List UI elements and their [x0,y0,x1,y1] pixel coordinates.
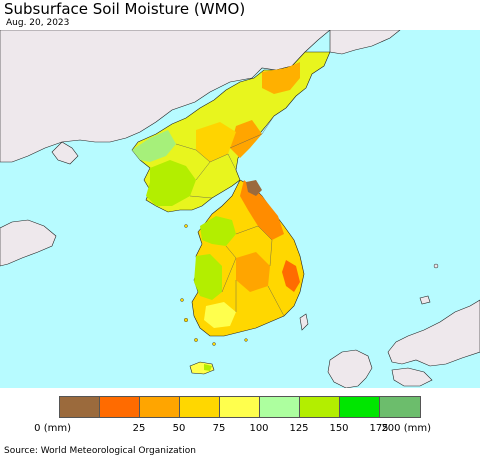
legend-tick-5: 125 [289,423,309,434]
russia-coast [329,30,401,55]
legend-tick-3: 75 [212,423,226,434]
ulleung-island [433,263,439,269]
sk-orange-east [240,180,284,240]
legend-tick-8: 200 (mm) [381,423,431,434]
legend-tick-0: 0 (mm) [34,423,71,434]
source-credit: Source: World Meteorological Organizatio… [4,446,196,456]
japan-shikoku [391,367,433,387]
nk-yellow-center [196,122,236,162]
legend-tick-1: 25 [132,423,146,434]
legend-swatch-1 [100,397,140,417]
shandong-peninsula [0,219,57,267]
legend-swatch-4 [220,397,260,417]
legend-tick-4: 100 [249,423,269,434]
legend-tick-2: 50 [172,423,186,434]
map-title: Subsurface Soil Moisture (WMO) [4,0,246,18]
japan-kyushu [327,349,373,388]
nk-orange-north [262,62,300,94]
sk-orange-southeast [282,260,300,292]
legend-swatch-7 [340,397,380,417]
jeju-green [204,364,212,371]
tsushima-island [299,313,309,331]
liaodong-peninsula [51,141,79,165]
sk-yellow-south [204,302,236,328]
legend-tick-6: 150 [329,423,349,434]
oki-island [419,295,431,305]
coastal-islands [180,224,248,346]
nk-green-mid [146,160,196,206]
nk-green-west [132,130,176,162]
legend-swatch-8 [380,397,420,417]
legend-swatch-3 [180,397,220,417]
legend-tick-7: 175 [369,423,389,434]
sk-brown-northeast [246,180,262,196]
legend-ticks: 0 (mm) 25 50 75 100 125 150 175 200 (mm) [0,423,480,437]
sk-orange-center [236,252,270,292]
legend-swatch-5 [260,397,300,417]
map-date: Aug. 20, 2023 [6,18,70,28]
legend-swatch-0 [60,397,100,417]
nk-orange-east [230,120,262,158]
japan-honshu [387,299,480,367]
sk-lightgreen-southwest [194,254,222,300]
legend-color-bar [59,396,421,418]
province-boundaries [175,115,285,317]
soil-moisture-map [0,30,480,388]
legend-swatch-2 [140,397,180,417]
legend-swatch-6 [300,397,340,417]
sk-green-northwest [200,216,236,246]
